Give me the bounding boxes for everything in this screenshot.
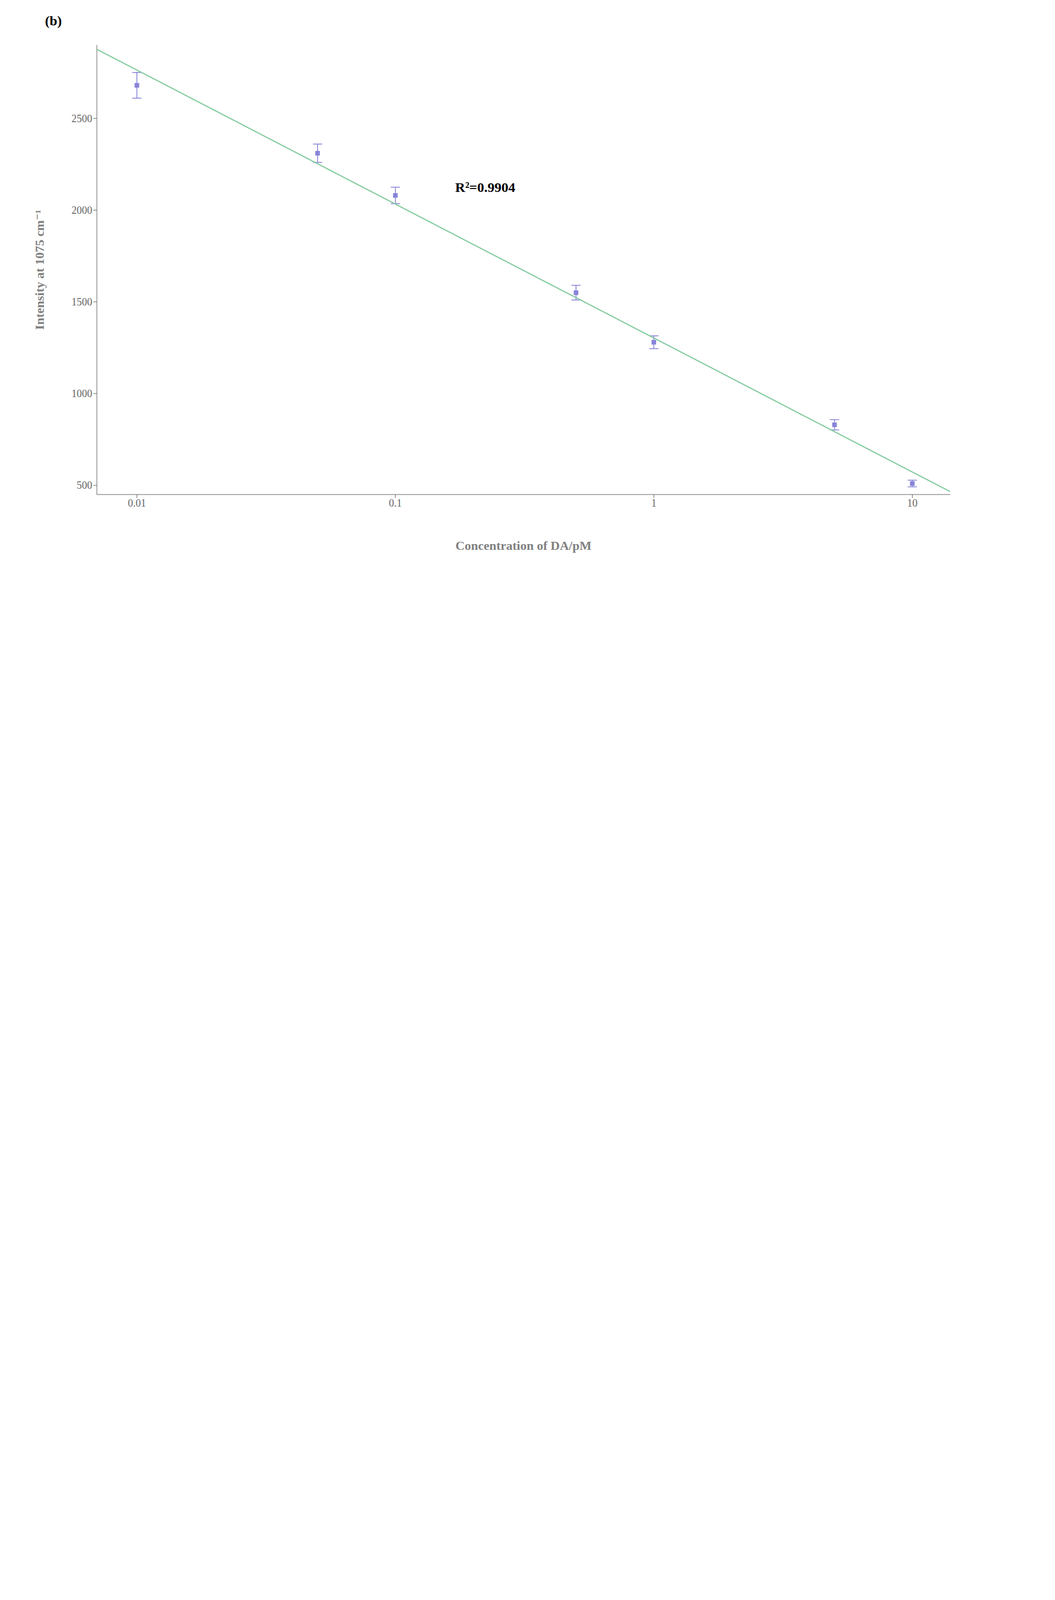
svg-text:1500: 1500 (71, 296, 93, 308)
svg-text:0.1: 0.1 (389, 497, 403, 510)
svg-text:1000: 1000 (71, 387, 93, 400)
svg-text:10: 10 (906, 497, 918, 510)
svg-text:500: 500 (76, 479, 93, 492)
svg-text:Intensity at 1075 cm⁻¹: Intensity at 1075 cm⁻¹ (32, 209, 47, 330)
svg-text:2500: 2500 (71, 112, 93, 125)
svg-text:0.01: 0.01 (127, 497, 147, 510)
svg-text:1: 1 (651, 497, 657, 510)
svg-text:2000: 2000 (71, 204, 93, 217)
html-text:R²=0.9904: R²=0.9904 (455, 179, 516, 195)
svg-text:Concentration of DA/pM: Concentration of DA/pM (455, 538, 592, 553)
html-text:(b): (b) (44, 13, 62, 29)
